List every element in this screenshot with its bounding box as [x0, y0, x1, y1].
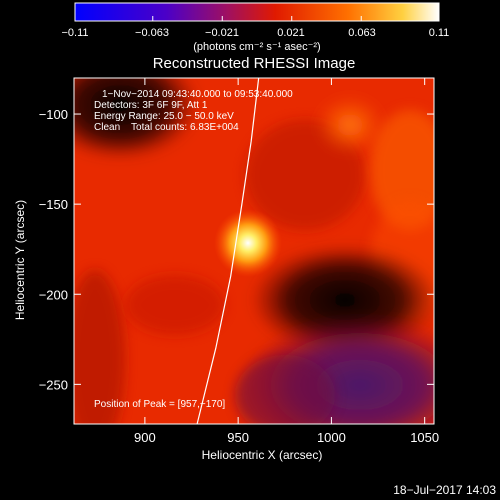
info-line-energy: Energy Range: 25.0 − 50.0 keV	[94, 111, 234, 122]
chart-title: Reconstructed RHESSI Image	[153, 55, 356, 72]
colorbar-unit-label: (photons cm⁻² s⁻¹ asec⁻²)	[193, 41, 320, 53]
x-tick-label-1000: 1000	[317, 430, 346, 445]
colorbar-ticks	[74, 16, 440, 21]
cb-tick-label-4: 0.063	[348, 27, 376, 39]
colorbar	[74, 2, 440, 22]
x-tick-label-950: 950	[227, 430, 249, 445]
cb-tick-label-2: −0.021	[205, 27, 239, 39]
cb-tick-label-3: 0.021	[277, 27, 305, 39]
solar-limb-line	[196, 78, 260, 424]
info-line-detectors: Detectors: 3F 6F 9F, Att 1	[94, 100, 208, 111]
plot-frame	[73, 77, 435, 425]
y-tick-label-minus150: −150	[39, 197, 68, 212]
cb-tick-label-1: −0.063	[135, 27, 169, 39]
y-axis-label: Heliocentric Y (arcsec)	[13, 200, 27, 320]
x-tick-label-900: 900	[134, 430, 156, 445]
peak-position-label: Position of Peak = [957,−170]	[94, 399, 225, 410]
x-tick-label-1050: 1050	[410, 430, 439, 445]
y-tick-label-minus250: −250	[39, 377, 68, 392]
x-axis-label: Heliocentric X (arcsec)	[202, 448, 323, 462]
y-tick-label-minus200: −200	[39, 287, 68, 302]
cb-tick-label-0: −0.11	[61, 27, 88, 39]
footer-timestamp: 18−Jul−2017 14:03	[393, 483, 496, 497]
image-area	[74, 78, 434, 424]
axis-ticks	[74, 78, 434, 424]
cb-tick-label-5: 0.11	[429, 27, 450, 39]
info-line-counts: Clean Total counts: 6.83E+004	[94, 122, 239, 133]
info-line-time: 1−Nov−2014 09:43:40.000 to 09:53:40.000	[102, 89, 293, 100]
y-tick-label-minus100: −100	[39, 107, 68, 122]
